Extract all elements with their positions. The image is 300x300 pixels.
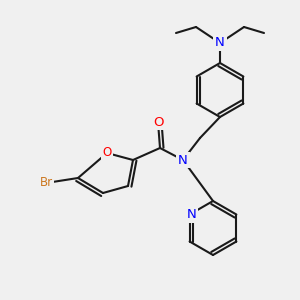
- Text: Br: Br: [39, 176, 52, 190]
- Text: O: O: [153, 116, 163, 128]
- Text: N: N: [187, 208, 196, 221]
- Text: O: O: [102, 146, 112, 160]
- Text: N: N: [178, 154, 188, 166]
- Text: N: N: [215, 37, 225, 50]
